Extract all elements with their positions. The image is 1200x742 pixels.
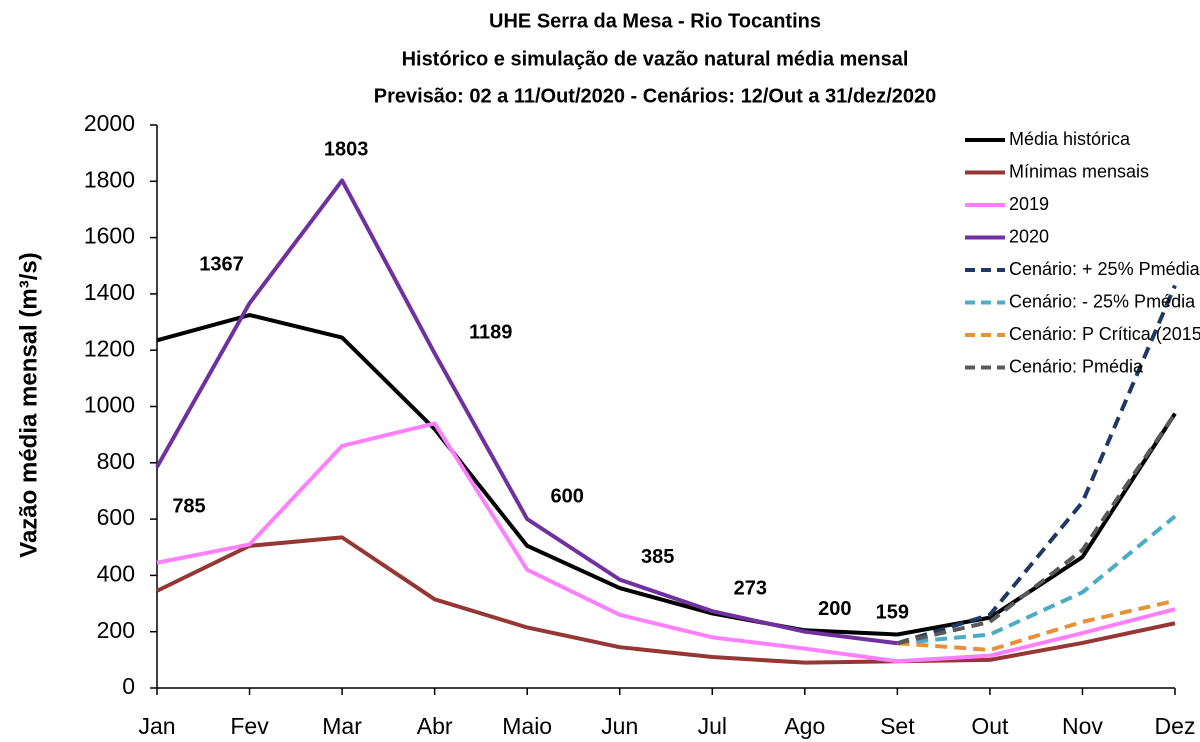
x-tick-label: Jun: [601, 713, 638, 739]
y-tick-label: 1600: [84, 223, 135, 249]
y-tick-label: 1200: [84, 335, 135, 361]
x-tick-label: Dez: [1155, 713, 1196, 739]
x-tick-label: Abr: [417, 713, 453, 739]
legend-label: 2019: [1009, 194, 1049, 214]
series-line: [155, 178, 898, 646]
y-tick-label: 800: [97, 448, 135, 474]
legend-label: Cenário: Pmédia: [1009, 356, 1144, 376]
x-tick-label: Ago: [784, 713, 825, 739]
x-tick-label: Set: [880, 713, 915, 739]
series-line: [156, 421, 1176, 664]
y-tick-label: 1000: [84, 392, 135, 418]
data-label: 1367: [199, 253, 244, 275]
series-line: [156, 535, 1176, 665]
x-tick-label: Maio: [502, 713, 552, 739]
y-tick-label: 1800: [84, 166, 135, 192]
x-tick-label: Jul: [698, 713, 727, 739]
y-tick-label: 400: [97, 560, 135, 586]
y-tick-label: 2000: [84, 110, 135, 136]
legend-label: Mínimas mensais: [1009, 161, 1149, 181]
x-tick-label: Jan: [138, 713, 175, 739]
legend-label: Cenário: - 25% Pmédia: [1009, 291, 1196, 311]
data-label: 1189: [469, 322, 512, 344]
data-label: 1803: [324, 139, 369, 161]
series-line: [896, 284, 1177, 646]
y-tick-label: 600: [97, 504, 135, 530]
x-tick-label: Nov: [1062, 713, 1103, 739]
legend-label: Cenário: + 25% Pmédia: [1009, 259, 1200, 279]
series-line: [896, 412, 1177, 646]
chart-title: UHE Serra da Mesa - Rio Tocantins: [489, 10, 821, 32]
x-tick-label: Fev: [230, 713, 269, 739]
data-label: 385: [641, 546, 674, 568]
legend-label: Cenário: P Crítica (2015): [1009, 324, 1200, 344]
x-tick-label: Out: [971, 713, 1009, 739]
y-tick-label: 1400: [84, 279, 135, 305]
data-label: 273: [734, 577, 767, 599]
legend-label: 2020: [1009, 226, 1049, 246]
y-tick-label: 200: [97, 617, 135, 643]
series-line: [897, 598, 1176, 652]
data-label: 200: [818, 598, 851, 620]
series-line: [897, 514, 1177, 646]
legend-label: Média histórica: [1009, 129, 1131, 149]
y-tick-label: 0: [122, 673, 135, 699]
data-label: 159: [876, 602, 909, 624]
y-axis-label: Vazão média mensal (m³/s): [15, 252, 42, 557]
chart-subtitle: Previsão: 02 a 11/Out/2020 - Cenários: 1…: [374, 85, 937, 107]
data-label: 785: [172, 495, 205, 517]
data-label: 600: [550, 485, 583, 507]
chart-subtitle: Histórico e simulação de vazão natural m…: [402, 48, 909, 70]
x-tick-label: Mar: [322, 713, 362, 739]
